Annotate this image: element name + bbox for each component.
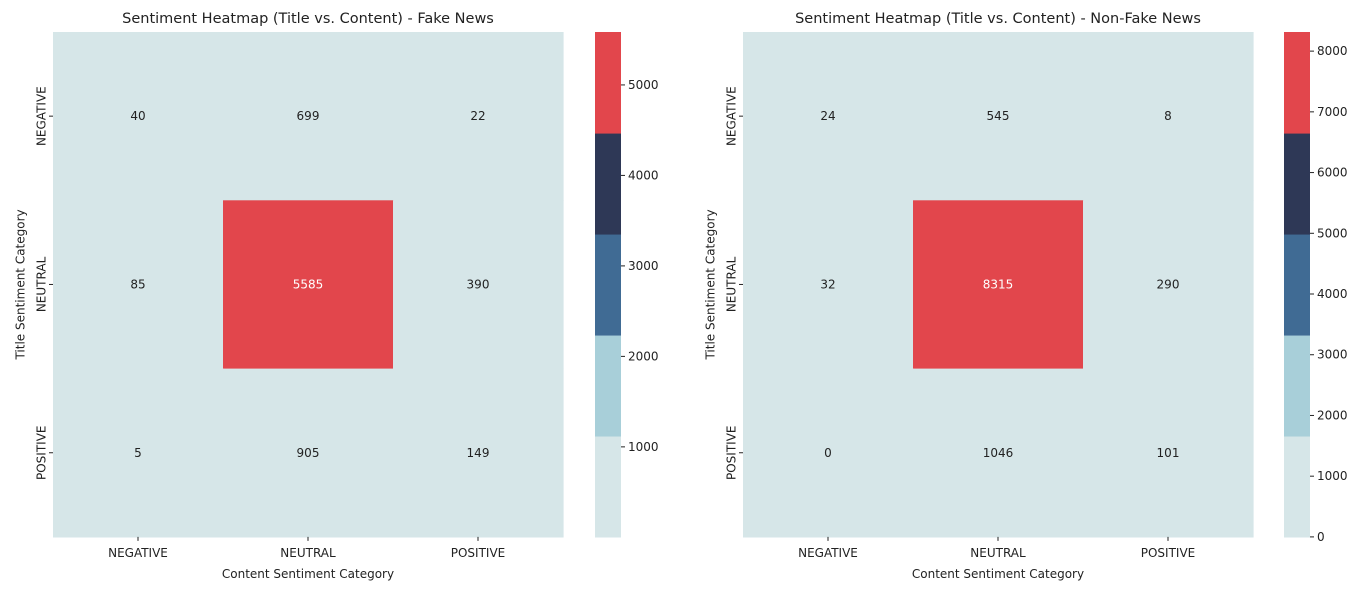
heatmap-cell — [743, 368, 914, 538]
heatmap-panel-non-fake-news: 24 545 8 32 8315 290 0 1046 101 Sentiment Heatmap… — [704, 11, 1348, 581]
cell-value-label: 40 — [130, 109, 145, 123]
cell-value-label: 1046 — [983, 446, 1014, 460]
cell-value-label: 390 — [467, 277, 490, 291]
cell-value-label: 22 — [470, 109, 485, 123]
heatmap-cell — [53, 200, 224, 370]
colorbar-segment — [1284, 233, 1310, 336]
cell-value-label: 699 — [297, 109, 320, 123]
colorbar-tick-label: 3000 — [1317, 348, 1348, 362]
cell-value-label: 149 — [467, 446, 490, 460]
colorbar-segment — [595, 435, 621, 538]
y-tick-label: NEGATIVE — [725, 86, 739, 146]
x-tick-label: POSITIVE — [1141, 546, 1196, 560]
x-tick-label: NEUTRAL — [970, 546, 1026, 560]
x-tick-label: NEUTRAL — [280, 546, 336, 560]
y-tick-label: NEUTRAL — [35, 256, 49, 312]
y-tick-label: NEGATIVE — [35, 86, 49, 146]
colorbar-tick-label: 5000 — [1317, 226, 1348, 240]
colorbar-segment — [1284, 334, 1310, 437]
y-tick-label: NEUTRAL — [725, 256, 739, 312]
heatmap-cell — [1083, 200, 1254, 370]
cell-value-label: 24 — [820, 109, 835, 123]
colorbar-tick-label: 7000 — [1317, 105, 1348, 119]
heatmap-cell — [393, 200, 564, 370]
y-axis-label: Title Sentiment Category — [704, 209, 718, 360]
colorbar-segment — [595, 32, 621, 134]
heatmap-cell — [223, 200, 394, 370]
colorbar-segment — [595, 233, 621, 336]
y-tick-label: POSITIVE — [35, 426, 49, 481]
cell-value-label: 101 — [1157, 446, 1180, 460]
heatmap-cell — [913, 368, 1084, 538]
chart-title: Sentiment Heatmap (Title vs. Content) - … — [122, 11, 494, 27]
colorbar-tick-label: 3000 — [628, 259, 659, 273]
colorbar-tick-label: 2000 — [1317, 408, 1348, 422]
y-axis-label: Title Sentiment Category — [14, 209, 28, 360]
cell-value-label: 0 — [824, 446, 832, 460]
heatmap-cell — [393, 32, 564, 201]
cell-value-label: 85 — [130, 277, 145, 291]
x-axis-label: Content Sentiment Category — [912, 567, 1084, 581]
heatmap-cell — [393, 368, 564, 538]
heatmap-cell — [53, 32, 224, 201]
cell-value-label: 8315 — [983, 277, 1014, 291]
colorbar-tick-label: 8000 — [1317, 44, 1348, 58]
y-tick-label: POSITIVE — [725, 426, 739, 481]
colorbar-tick-label: 4000 — [1317, 287, 1348, 301]
chart-title: Sentiment Heatmap (Title vs. Content) - … — [795, 11, 1201, 27]
colorbar-segment — [1284, 132, 1310, 235]
cell-value-label: 905 — [297, 446, 320, 460]
heatmap-cell — [913, 32, 1084, 201]
cell-value-label: 545 — [987, 109, 1010, 123]
cell-value-label: 8 — [1164, 109, 1172, 123]
colorbar-tick-label: 4000 — [628, 168, 659, 182]
colorbar-tick-label: 5000 — [628, 78, 659, 92]
x-tick-label: NEGATIVE — [108, 546, 168, 560]
heatmap-cell — [913, 200, 1084, 370]
colorbar-segment — [1284, 32, 1310, 134]
heatmap-cell — [743, 200, 914, 370]
heatmap-panel-fake-news: 40 699 22 85 5585 390 5 905 149 Sentiment Heatmap… — [14, 11, 659, 581]
heatmap-cell — [1083, 32, 1254, 201]
heatmap-cell — [743, 32, 914, 201]
cell-value-label: 5 — [134, 446, 142, 460]
colorbar-segment — [595, 132, 621, 235]
cell-value-label: 32 — [820, 277, 835, 291]
colorbar-segment — [1284, 435, 1310, 538]
heatmap-cell — [223, 368, 394, 538]
x-axis-label: Content Sentiment Category — [222, 567, 394, 581]
heatmap-cell — [53, 368, 224, 538]
cell-value-label: 290 — [1157, 277, 1180, 291]
colorbar-segment — [595, 334, 621, 437]
colorbar-tick-label: 0 — [1317, 530, 1325, 544]
x-tick-label: POSITIVE — [451, 546, 506, 560]
heatmap-cell — [223, 32, 394, 201]
colorbar-tick-label: 1000 — [1317, 469, 1348, 483]
cell-value-label: 5585 — [293, 277, 324, 291]
colorbar-tick-label: 1000 — [628, 440, 659, 454]
colorbar-tick-label: 6000 — [1317, 166, 1348, 180]
x-tick-label: NEGATIVE — [798, 546, 858, 560]
heatmap-cell — [1083, 368, 1254, 538]
colorbar-tick-label: 2000 — [628, 349, 659, 363]
